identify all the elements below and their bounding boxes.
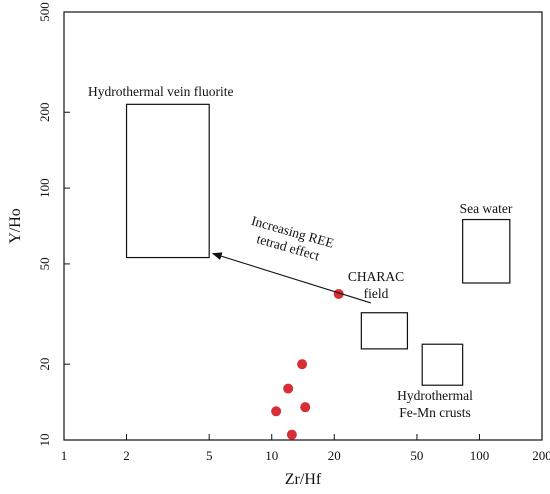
femn-label-line2: Fe-Mn crusts <box>399 405 471 420</box>
x-tick-label: 200 <box>532 448 550 463</box>
y-axis-ticks: 10 20 50 100 200 500 <box>37 2 70 447</box>
x-axis-label: Zr/Hf <box>285 471 322 488</box>
data-point <box>297 359 308 370</box>
region-box <box>125 103 210 259</box>
region-box <box>360 312 409 350</box>
y-tick-label: 10 <box>37 434 52 447</box>
sea-water-label: Sea water <box>460 201 513 216</box>
charac-label-line1: CHARAC <box>348 269 404 284</box>
region-box <box>421 343 464 386</box>
y-tick-label: 500 <box>37 2 52 22</box>
tetrad-effect-label: Increasing REE tetrad effect <box>250 213 336 263</box>
data-point <box>333 288 344 299</box>
y-tick-label: 20 <box>37 358 52 371</box>
x-tick-label: 1 <box>61 448 68 463</box>
y-tick-label: 200 <box>37 102 52 122</box>
vein-fluorite-label: Hydrothermal vein fluorite <box>88 84 233 99</box>
x-tick-label: 50 <box>410 448 423 463</box>
x-tick-label: 10 <box>265 448 278 463</box>
data-point <box>300 402 311 413</box>
data-point <box>271 406 282 417</box>
tetrad-effect-arrow <box>211 252 372 304</box>
x-tick-label: 20 <box>328 448 341 463</box>
y-axis-label: Y/Ho <box>7 208 24 244</box>
data-points <box>271 288 344 440</box>
region-box <box>462 218 511 284</box>
x-axis-ticks: 1 2 5 10 20 50 100 200 <box>61 434 550 463</box>
plot-frame <box>63 11 543 441</box>
charac-label-line2: field <box>364 286 389 301</box>
data-point <box>283 383 294 394</box>
x-tick-label: 100 <box>470 448 490 463</box>
y-tick-label: 50 <box>37 257 52 270</box>
field-regions <box>125 103 511 386</box>
x-tick-label: 2 <box>123 448 130 463</box>
data-point <box>286 429 297 440</box>
y-tick-label: 100 <box>37 178 52 198</box>
femn-label-line1: Hydrothermal <box>397 388 473 403</box>
x-tick-label: 5 <box>206 448 213 463</box>
